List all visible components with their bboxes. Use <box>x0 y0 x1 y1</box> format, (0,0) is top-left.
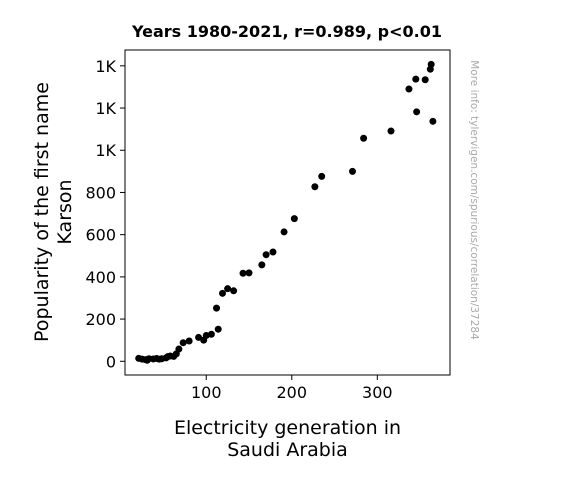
data-point <box>245 269 253 277</box>
x-axis-label-line-1: Electricity generation in <box>174 417 401 439</box>
data-point <box>412 75 420 83</box>
data-point <box>429 117 437 125</box>
data-point <box>195 333 203 341</box>
data-point <box>224 285 232 293</box>
data-point <box>269 248 277 256</box>
data-point <box>214 325 222 333</box>
data-point <box>185 337 193 345</box>
data-point <box>239 269 247 277</box>
data-point <box>421 76 429 84</box>
data-point <box>413 108 421 116</box>
data-point <box>290 215 298 223</box>
data-point <box>349 167 356 175</box>
data-point <box>179 339 187 347</box>
y-tick-label: 0 <box>106 352 116 371</box>
data-points <box>135 60 437 364</box>
y-axis-label-line-2: Karson <box>54 179 76 244</box>
x-tick-label: 300 <box>362 383 393 402</box>
y-tick-label: 1K <box>95 141 116 160</box>
y-axis-label-line-1: Popularity of the first name <box>31 82 53 342</box>
y-tick-label: 1K <box>95 57 116 76</box>
data-point <box>387 127 395 135</box>
y-tick-label: 800 <box>85 183 116 202</box>
watermark-text: More info: tylervigen.com/spurious/corre… <box>468 60 480 340</box>
data-point <box>280 228 288 236</box>
y-tick-label: 600 <box>85 226 116 245</box>
data-point <box>219 289 226 297</box>
x-axis-label-line-2: Saudi Arabia <box>227 439 348 461</box>
data-point <box>175 345 183 353</box>
chart-title: Years 1980-2021, r=0.989, p<0.01 <box>131 22 442 41</box>
plot-area <box>124 49 451 376</box>
data-point <box>213 304 221 312</box>
plot-frame <box>124 49 451 376</box>
data-point <box>318 172 326 180</box>
x-axis: 100 200 300 <box>191 375 393 402</box>
data-point <box>258 261 266 269</box>
data-point <box>427 60 435 68</box>
y-tick-label: 400 <box>85 268 116 287</box>
data-point <box>311 183 319 191</box>
data-point <box>262 251 270 259</box>
data-point <box>360 134 368 142</box>
data-point <box>230 287 238 295</box>
data-point <box>405 85 413 93</box>
y-tick-label: 200 <box>85 310 116 329</box>
data-point <box>207 330 215 338</box>
y-tick-label: 1K <box>95 99 116 118</box>
y-axis: 0 200 400 600 800 1K 1K 1K <box>85 57 125 371</box>
x-tick-label: 100 <box>191 383 222 402</box>
x-tick-label: 200 <box>277 383 308 402</box>
